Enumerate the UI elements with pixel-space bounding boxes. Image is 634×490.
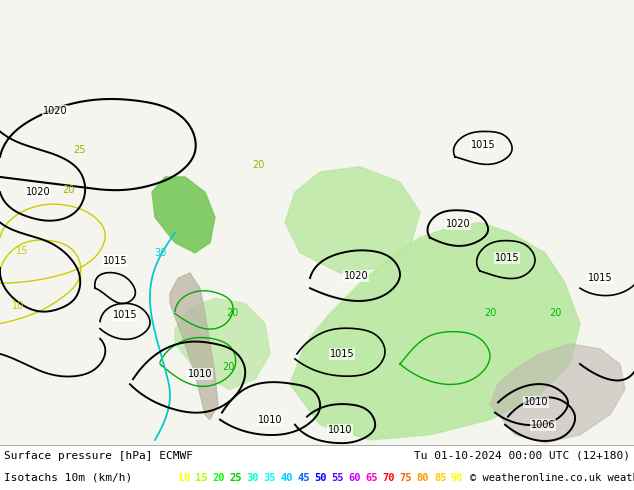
Polygon shape — [490, 344, 625, 443]
Text: 65: 65 — [366, 473, 378, 483]
Text: 1020: 1020 — [42, 106, 67, 116]
Polygon shape — [290, 222, 580, 440]
Text: 90: 90 — [451, 473, 463, 483]
Text: 1010: 1010 — [258, 415, 282, 425]
Text: Isotachs 10m (km/h): Isotachs 10m (km/h) — [4, 473, 133, 483]
Text: Surface pressure [hPa] ECMWF: Surface pressure [hPa] ECMWF — [4, 451, 193, 461]
Text: 1006: 1006 — [531, 420, 555, 430]
Text: 20: 20 — [252, 160, 264, 170]
Text: 20: 20 — [484, 309, 496, 318]
Text: 1015: 1015 — [113, 311, 138, 320]
Text: Tu 01-10-2024 00:00 UTC (12+180): Tu 01-10-2024 00:00 UTC (12+180) — [414, 451, 630, 461]
Polygon shape — [152, 177, 215, 253]
Text: 1010: 1010 — [328, 425, 353, 435]
Text: 15: 15 — [16, 246, 28, 256]
Text: 20: 20 — [549, 309, 561, 318]
Text: 1015: 1015 — [470, 140, 495, 149]
Text: 30: 30 — [246, 473, 259, 483]
Text: 1020: 1020 — [344, 271, 368, 281]
Text: 50: 50 — [314, 473, 327, 483]
Text: 20: 20 — [212, 473, 224, 483]
Text: 10: 10 — [178, 473, 190, 483]
Text: 1015: 1015 — [588, 273, 612, 283]
Text: 30: 30 — [154, 248, 166, 258]
Text: 1020: 1020 — [26, 187, 50, 197]
Text: 1015: 1015 — [103, 256, 127, 266]
Text: 20: 20 — [61, 185, 74, 195]
Text: 45: 45 — [297, 473, 310, 483]
Text: 40: 40 — [280, 473, 293, 483]
Text: 1020: 1020 — [446, 220, 470, 229]
Text: 25: 25 — [74, 145, 86, 155]
Text: 60: 60 — [349, 473, 361, 483]
Text: 1010: 1010 — [524, 397, 548, 408]
Text: © weatheronline.co.uk weatheronline.co.uk: © weatheronline.co.uk weatheronline.co.u… — [470, 473, 634, 483]
Text: 20: 20 — [222, 362, 234, 372]
Text: 25: 25 — [229, 473, 242, 483]
Polygon shape — [285, 167, 420, 273]
Polygon shape — [175, 298, 270, 389]
Text: 1015: 1015 — [495, 253, 519, 263]
Text: 10: 10 — [12, 301, 24, 311]
Text: 1010: 1010 — [188, 369, 212, 379]
Text: 1015: 1015 — [330, 349, 354, 359]
Text: 35: 35 — [263, 473, 276, 483]
Text: 80: 80 — [417, 473, 429, 483]
Text: 55: 55 — [332, 473, 344, 483]
Polygon shape — [170, 273, 218, 419]
Text: 20: 20 — [226, 309, 238, 318]
Text: 75: 75 — [400, 473, 412, 483]
Text: 85: 85 — [434, 473, 446, 483]
Text: 70: 70 — [383, 473, 395, 483]
Text: 15: 15 — [195, 473, 207, 483]
